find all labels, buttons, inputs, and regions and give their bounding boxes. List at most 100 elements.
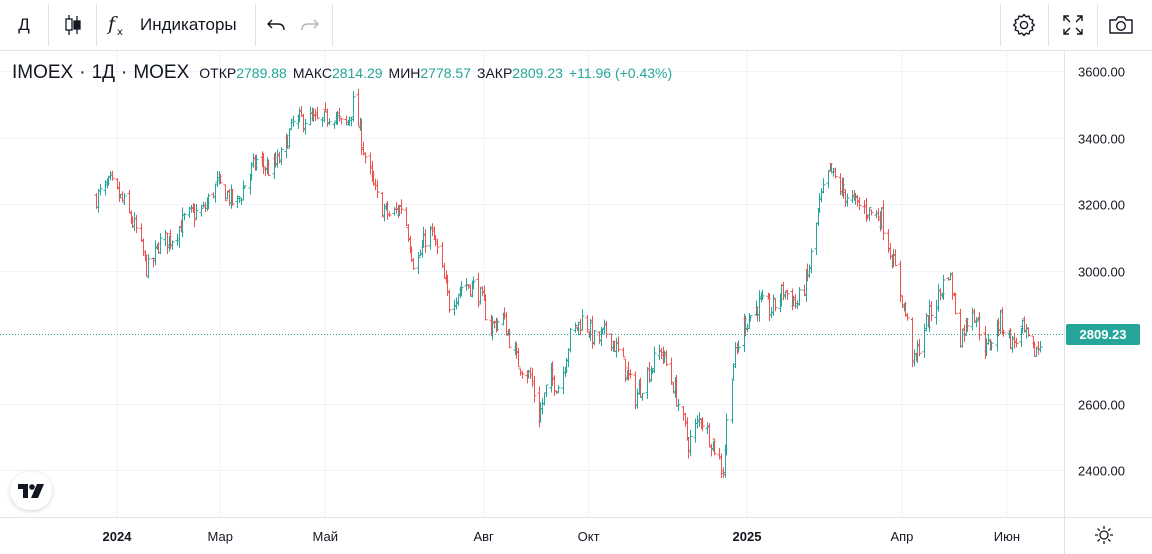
ohlc-bar <box>241 180 246 201</box>
ohlc-bar <box>375 179 380 199</box>
ohlc-bar <box>771 294 776 316</box>
ohlc-bar <box>339 118 344 125</box>
ohlc-bar <box>936 283 941 312</box>
ohlc-bar <box>580 309 585 331</box>
time-axis-label: Мар <box>208 529 233 544</box>
axis-settings-button[interactable] <box>1095 526 1113 544</box>
ohlc-bar <box>406 224 411 243</box>
ohlc-bar <box>707 423 712 448</box>
tradingview-logo[interactable] <box>10 472 52 510</box>
ohlc-bar <box>239 197 244 205</box>
open-value: 2789.88 <box>236 65 287 81</box>
ohlc-bar <box>225 190 230 200</box>
ohlc-bar <box>838 173 843 196</box>
ohlc-bar <box>94 192 99 209</box>
ohlc-bar <box>683 412 688 427</box>
ohlc-bar <box>175 233 180 246</box>
interval-button[interactable]: Д <box>0 0 48 50</box>
ohlc-bar <box>948 272 953 281</box>
ohlc-bar <box>411 257 416 271</box>
ohlc-bar <box>361 141 366 156</box>
ohlc-bar <box>929 301 934 322</box>
ohlc-bar <box>277 151 282 164</box>
ohlc-bar <box>122 193 127 206</box>
undo-button[interactable] <box>258 0 294 50</box>
ohlc-bar <box>120 191 125 202</box>
ohlc-bar <box>1034 346 1039 357</box>
ohlc-bar <box>669 357 674 385</box>
ohlc-bar <box>404 207 409 227</box>
ohlc-bar <box>206 193 211 210</box>
svg-text:f: f <box>106 13 118 35</box>
redo-button[interactable] <box>292 0 328 50</box>
chart-type-button[interactable] <box>49 0 96 50</box>
ohlc-bar <box>781 282 786 301</box>
ohlc-bar <box>359 118 364 155</box>
ohlc-bar <box>1026 327 1031 338</box>
ohlc-bar <box>127 189 132 214</box>
ohlc-bar <box>363 152 368 164</box>
ohlc-bar <box>392 207 397 216</box>
ohlc-bar <box>938 288 943 301</box>
ohlc-bar <box>941 274 946 300</box>
toolbar-divider <box>332 4 333 46</box>
ohlc-bar <box>568 328 573 353</box>
ohlc-bar <box>850 190 855 203</box>
ohlc-bar <box>657 344 662 361</box>
ohlc-bar <box>516 348 521 368</box>
settings-button[interactable] <box>1001 0 1047 50</box>
ohlc-bar <box>972 308 977 323</box>
ohlc-bar <box>332 121 337 129</box>
ohlc-bar <box>530 367 535 387</box>
ohlc-bar <box>652 346 657 374</box>
ohlc-bar <box>279 147 284 166</box>
ohlc-bar <box>507 328 512 349</box>
ohlc-bar <box>108 170 113 181</box>
fullscreen-button[interactable] <box>1049 0 1097 50</box>
time-axis-label: Авг <box>473 529 494 544</box>
price-chart[interactable]: 3600.00 3400.00 3200.00 3000.00 2600.00 2400.… <box>0 51 1152 554</box>
ohlc-bar <box>1010 335 1015 353</box>
symbol-name[interactable]: IMOEX <box>12 62 74 83</box>
time-axis-label: Май <box>313 529 338 544</box>
screenshot-button[interactable] <box>1098 0 1144 50</box>
ohlc-bar <box>785 289 790 300</box>
ohlc-bar <box>1036 341 1041 355</box>
ohlc-bar <box>182 212 187 221</box>
legend-dot: · <box>121 62 128 83</box>
time-axis-label: Июн <box>994 529 1020 544</box>
ohlc-bar <box>757 290 762 322</box>
ohlc-bar <box>821 178 826 194</box>
indicators-button[interactable]: f x Индикаторы <box>104 0 250 50</box>
ohlc-bar <box>736 340 741 353</box>
indicators-label: Индикаторы <box>140 15 237 34</box>
ohlc-bar <box>958 308 963 348</box>
ohlc-bar <box>115 178 120 190</box>
ohlc-bar <box>315 106 320 120</box>
last-price-tag: 2809.23 <box>1066 324 1140 345</box>
ohlc-bar <box>597 331 602 344</box>
ohlc-bar <box>235 195 240 209</box>
fullscreen-icon <box>1063 15 1083 35</box>
candlestick-bars <box>94 88 1043 479</box>
gear-icon <box>1095 526 1113 544</box>
camera-icon <box>1109 16 1133 34</box>
ohlc-bar <box>685 417 690 440</box>
ohlc-bar <box>394 202 399 214</box>
ohlc-bar <box>303 118 308 135</box>
ohlc-bar <box>356 88 361 127</box>
ohlc-bar <box>1012 332 1017 349</box>
ohlc-bar <box>688 429 693 457</box>
ohlc-bar <box>795 300 800 310</box>
ohlc-bar <box>1032 341 1037 357</box>
ohlc-bar <box>719 453 724 479</box>
ohlc-bar <box>368 152 373 175</box>
ohlc-bar <box>645 367 650 399</box>
time-axis-label: 2025 <box>733 529 762 544</box>
toolbar-divider <box>1097 4 1098 46</box>
ohlc-bar <box>230 189 235 206</box>
ohlc-bar <box>561 366 566 395</box>
ohlc-bar <box>628 369 633 379</box>
toolbar-divider <box>1000 4 1001 46</box>
time-axis-label: 2024 <box>103 529 133 544</box>
